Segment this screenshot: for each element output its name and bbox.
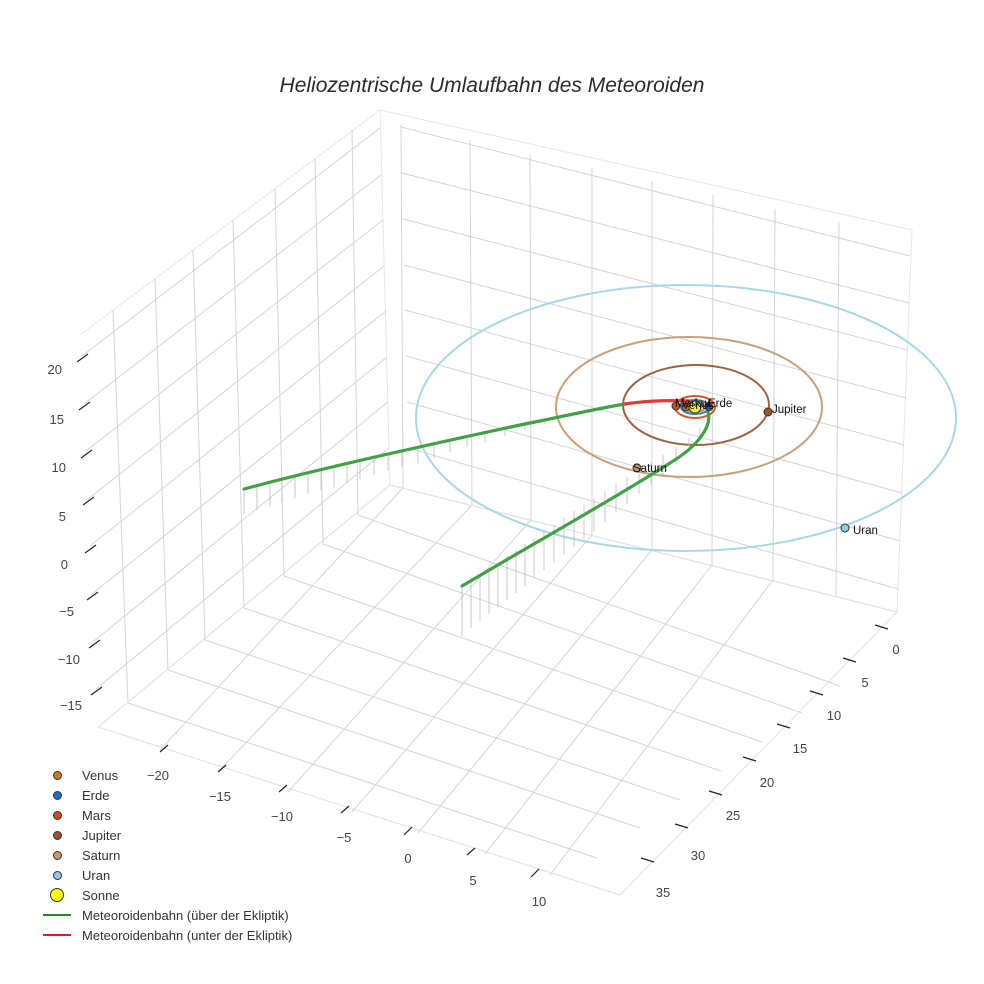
legend-item-erde[interactable]: Erde [38, 785, 292, 805]
y-axis-labels: 0 5 10 15 20 25 30 35 [656, 642, 900, 900]
grid-back-walls [79, 109, 913, 728]
svg-text:−20: −20 [147, 768, 169, 783]
svg-text:15: 15 [50, 412, 64, 427]
green-line-icon [43, 914, 71, 916]
svg-text:−10: −10 [58, 652, 80, 667]
planet-uran [840, 523, 850, 533]
legend-label: Erde [82, 787, 110, 803]
legend-label: Venus [82, 767, 119, 783]
trajectory-above-branch-1 [242, 402, 627, 491]
svg-text:20: 20 [760, 775, 774, 790]
svg-text:−10: −10 [271, 809, 293, 824]
grid-floor [97, 484, 898, 896]
legend-item-trajectory-below[interactable]: Meteoroidenbahn (unter der Ekliptik) [38, 925, 292, 945]
legend-label: Sonne [82, 887, 120, 903]
legend-item-uran[interactable]: Uran [38, 865, 292, 885]
legend-item-sonne[interactable]: Sonne [38, 885, 292, 905]
svg-text:0: 0 [892, 642, 899, 657]
uran-marker-icon [52, 870, 62, 880]
svg-text:5: 5 [469, 873, 476, 888]
svg-text:30: 30 [691, 848, 705, 863]
svg-text:5: 5 [861, 675, 868, 690]
trajectory-below [623, 399, 692, 406]
planet-mars [671, 401, 681, 411]
svg-text:Uran: Uran [853, 525, 878, 537]
svg-text:25: 25 [726, 808, 740, 823]
legend-label: Jupiter [82, 827, 122, 843]
svg-text:0: 0 [404, 851, 411, 866]
venus-marker-icon [52, 770, 62, 780]
svg-text:−5: −5 [59, 604, 74, 619]
legend: Venus Erde Mars Jupiter Saturn Uran Sonn… [38, 765, 292, 945]
x-axis-labels: −20 −15 −10 −5 0 5 10 [147, 768, 546, 909]
planet-markers[interactable] [632, 400, 850, 533]
z-axis-labels: 20 15 10 5 0 −5 −10 −15 [48, 362, 82, 713]
svg-text:−15: −15 [60, 698, 82, 713]
legend-item-saturn[interactable]: Saturn [38, 845, 292, 865]
jupiter-marker-icon [52, 830, 62, 840]
trajectory-above-branch-2 [460, 410, 711, 588]
saturn-marker-icon [52, 850, 62, 860]
orbit-saturn [555, 336, 823, 478]
mars-marker-icon [52, 810, 62, 820]
svg-text:Saturn: Saturn [633, 463, 667, 475]
svg-text:20: 20 [48, 362, 62, 377]
axis-ticks [76, 353, 889, 878]
erde-marker-icon [52, 790, 62, 800]
svg-text:10: 10 [52, 460, 66, 475]
legend-item-trajectory-above[interactable]: Meteoroidenbahn (über der Ekliptik) [38, 905, 292, 925]
svg-text:35: 35 [656, 885, 670, 900]
svg-text:−5: −5 [337, 830, 352, 845]
legend-label: Uran [82, 867, 111, 883]
svg-text:Jupiter: Jupiter [772, 404, 807, 416]
legend-item-jupiter[interactable]: Jupiter [38, 825, 292, 845]
svg-text:Erde: Erde [708, 398, 732, 410]
red-line-icon [43, 934, 71, 936]
svg-text:10: 10 [827, 708, 841, 723]
svg-text:Merkur: Merkur [675, 398, 711, 410]
planet-erde [704, 402, 714, 412]
planet-orbits [415, 284, 957, 552]
drop-lines [243, 419, 701, 636]
svg-text:5: 5 [59, 509, 66, 524]
svg-text:10: 10 [532, 894, 546, 909]
legend-label: Meteoroidenbahn (unter der Ekliptik) [82, 927, 293, 943]
planet-saturn [632, 463, 642, 473]
legend-item-venus[interactable]: Venus [38, 765, 292, 785]
svg-text:Venus: Venus [682, 400, 714, 412]
orbit-uran [415, 284, 957, 552]
svg-text:15: 15 [793, 741, 807, 756]
legend-label: Mars [82, 807, 111, 823]
meteoroid-trajectory[interactable] [242, 399, 711, 588]
chart-title: Heliozentrische Umlaufbahn des Meteoroid… [279, 74, 705, 97]
sonne-marker-icon [50, 888, 64, 902]
svg-text:0: 0 [61, 557, 68, 572]
planet-sonne [688, 400, 702, 414]
svg-text:−15: −15 [209, 789, 231, 804]
planet-labels: Merkur Venus Erde Jupiter Saturn Uran [633, 398, 878, 537]
legend-item-mars[interactable]: Mars [38, 805, 292, 825]
legend-label: Meteoroidenbahn (über der Ekliptik) [82, 907, 289, 923]
planet-jupiter [763, 407, 773, 417]
legend-label: Saturn [82, 847, 121, 863]
